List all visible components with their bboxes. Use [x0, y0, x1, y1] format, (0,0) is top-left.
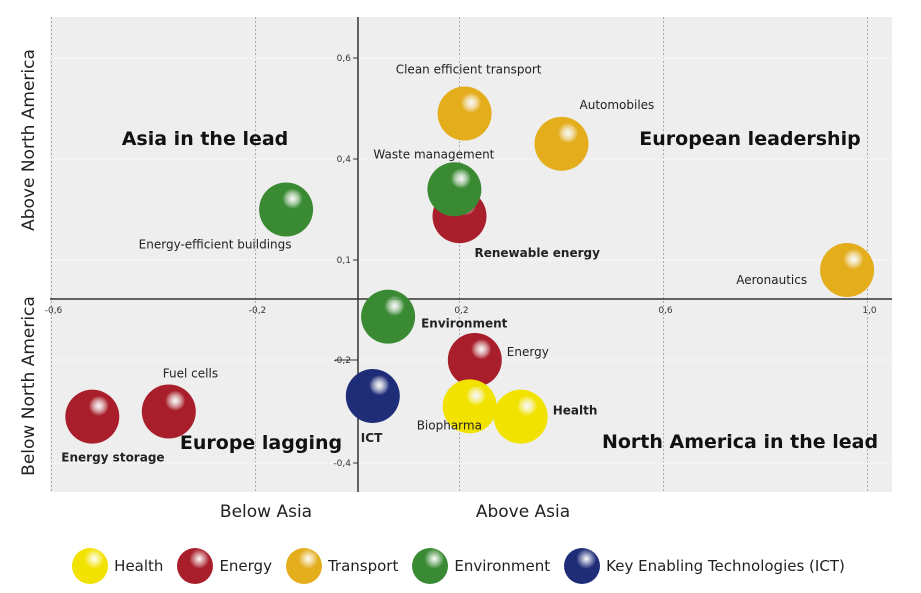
legend-item: Energy	[177, 548, 272, 584]
legend-swatch	[285, 548, 322, 584]
bubble-mark	[447, 333, 502, 387]
quadrant-bottom-right: North America in the lead	[602, 431, 878, 453]
bubble-energy-storage: Energy storage	[61, 389, 165, 465]
bubble-biopharma: Biopharma	[417, 379, 497, 434]
bubble-energy: Energy	[447, 333, 549, 387]
legend-item: Transport	[285, 548, 399, 584]
bubble-label: Environment	[421, 317, 508, 331]
legend: Health Energy Transport Environment Key Enab…	[0, 548, 921, 584]
bubble-mark	[820, 243, 875, 297]
bubble-label: Energy	[507, 345, 549, 359]
y-tick-label: -0,4	[333, 459, 351, 469]
bubble-label: Energy storage	[61, 451, 164, 465]
bubble-energy-efficient-buildings: Energy-efficient buildings	[139, 182, 314, 252]
bubble-automobiles: Automobiles	[534, 98, 655, 171]
bubble-ict: ICT	[345, 369, 400, 445]
legend-item: Health	[72, 548, 163, 584]
bubble-mark	[442, 379, 497, 434]
quadrant-top-left: Asia in the lead	[122, 128, 289, 150]
bubble-clean-efficient-transport: Clean efficient transport	[396, 63, 542, 141]
bubble-health: Health	[493, 389, 598, 444]
legend-swatch	[72, 548, 109, 584]
bubble-label: Energy-efficient buildings	[139, 238, 292, 252]
bubble-chart: -0,6 -0,2 0,2 0,6 1,0 0,6 0,4 0,1 -0,2 -0,4 Asia …	[19, 17, 892, 522]
x-tick-label: -0,6	[45, 306, 63, 316]
bubble-label: ICT	[361, 431, 383, 445]
legend-label: Key Enabling Technologies (ICT)	[606, 557, 845, 575]
bubble-mark	[493, 389, 548, 444]
bubble-label: Fuel cells	[163, 367, 218, 381]
bubble-fuel-cells: Fuel cells	[141, 367, 218, 439]
x-tick-label: 1,0	[862, 306, 877, 316]
x-tick-label: 0,6	[658, 306, 673, 316]
y-axis-title-top: Above North America	[19, 49, 39, 231]
x-axis-title-right: Above Asia	[476, 502, 570, 522]
bubble-label: Biopharma	[417, 418, 482, 432]
bubble-mark	[65, 389, 120, 444]
y-tick-label: -0,2	[333, 356, 351, 366]
y-tick-label: 0,1	[337, 256, 351, 266]
legend-swatch	[177, 548, 214, 584]
bubble-label: Health	[553, 404, 598, 418]
bubble-mark	[427, 162, 482, 217]
bubble-mark	[534, 116, 589, 171]
bubble-waste-management: Waste management	[373, 147, 495, 217]
legend-label: Health	[114, 557, 164, 575]
bubble-environment: Environment	[361, 289, 508, 344]
bubble-mark	[345, 369, 400, 424]
bubble-label: Automobiles	[580, 98, 655, 112]
bubble-aeronautics: Aeronautics	[736, 243, 875, 297]
quadrant-top-right: European leadership	[639, 128, 860, 150]
x-tick-label: 0,2	[454, 306, 468, 316]
y-axis-title-bottom: Below North America	[19, 296, 39, 476]
bubble-mark	[437, 86, 492, 141]
bubble-label: Clean efficient transport	[396, 63, 542, 77]
legend-swatch	[412, 548, 449, 584]
legend-swatch	[564, 548, 601, 584]
bubble-mark	[141, 384, 196, 439]
x-axis-title-left: Below Asia	[220, 502, 312, 522]
legend-item: Key Enabling Technologies (ICT)	[564, 548, 845, 584]
quadrant-bottom-left: Europe lagging	[180, 432, 342, 454]
legend-label: Transport	[327, 557, 399, 575]
y-tick-label: 0,6	[337, 54, 352, 64]
legend-item: Environment	[412, 548, 550, 584]
bubble-label: Renewable energy	[475, 246, 601, 260]
bubble-mark	[361, 289, 416, 344]
bubble-label: Aeronautics	[736, 273, 807, 287]
legend-label: Energy	[219, 557, 272, 575]
legend-label: Environment	[454, 557, 551, 575]
bubble-label: Waste management	[373, 147, 494, 161]
bubble-mark	[259, 182, 314, 237]
y-tick-label: 0,4	[337, 155, 352, 165]
x-tick-label: -0,2	[249, 306, 267, 316]
